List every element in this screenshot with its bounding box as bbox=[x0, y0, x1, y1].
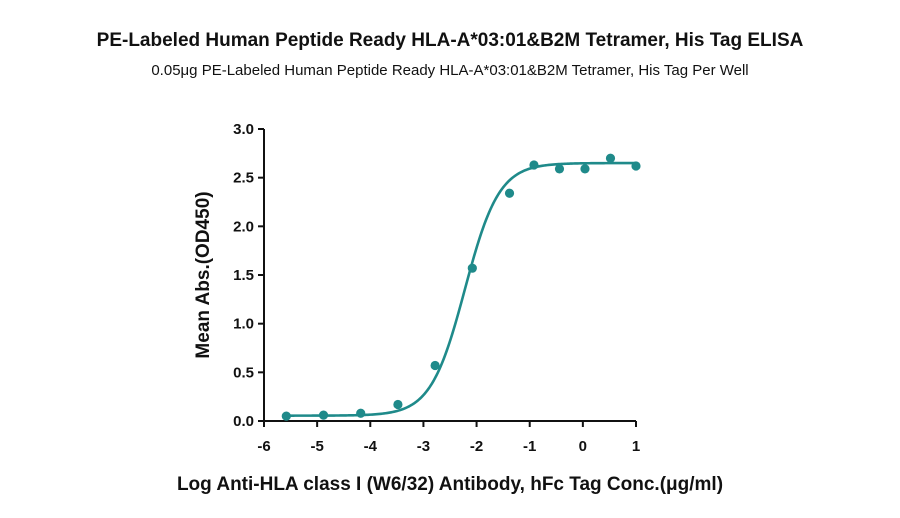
data-point bbox=[467, 263, 477, 273]
x-tick-label: 0 bbox=[579, 438, 587, 455]
x-tick-label: -5 bbox=[310, 438, 323, 455]
x-tick-label: -3 bbox=[417, 438, 430, 455]
x-tick-label: -2 bbox=[470, 438, 483, 455]
data-point bbox=[605, 153, 616, 163]
y-tick-label: 1.0 bbox=[233, 316, 254, 333]
y-tick-label: 0.5 bbox=[233, 364, 254, 381]
data-point bbox=[554, 164, 565, 174]
y-tick-label: 2.0 bbox=[233, 218, 254, 235]
x-tick-label: -4 bbox=[364, 438, 378, 455]
x-tick-label: -6 bbox=[257, 438, 270, 455]
y-axis-label: Mean Abs.(OD450) bbox=[193, 191, 214, 358]
x-tick-label: 1 bbox=[632, 438, 640, 455]
y-tick-label: 2.5 bbox=[233, 170, 254, 187]
y-tick-label: 3.0 bbox=[233, 121, 254, 138]
axes: 0.0 0.5 1.0 1.5 2.0 2.5 3.0 -6 -5 -4 -3 -2 -1 0 1 bbox=[233, 121, 640, 455]
data-point bbox=[356, 408, 366, 418]
data-point bbox=[318, 410, 329, 420]
y-tick-label: 1.5 bbox=[233, 267, 254, 284]
data-points bbox=[281, 153, 641, 421]
x-axis-label: Log Anti-HLA class I (W6/32) Antibody, h… bbox=[177, 474, 723, 495]
data-point bbox=[529, 160, 539, 170]
data-point bbox=[393, 399, 403, 410]
data-point bbox=[504, 188, 515, 198]
data-point bbox=[430, 360, 440, 371]
data-point bbox=[580, 164, 590, 174]
y-tick-label: 0.0 bbox=[233, 413, 254, 430]
fit-curve bbox=[286, 161, 636, 417]
data-point bbox=[631, 161, 641, 171]
chart-subtitle: 0.05μg PE-Labeled Human Peptide Ready HL… bbox=[151, 62, 748, 79]
x-tick-label: -1 bbox=[523, 438, 536, 455]
data-point bbox=[281, 411, 291, 421]
chart-title: PE-Labeled Human Peptide Ready HLA-A*03:… bbox=[97, 30, 804, 51]
